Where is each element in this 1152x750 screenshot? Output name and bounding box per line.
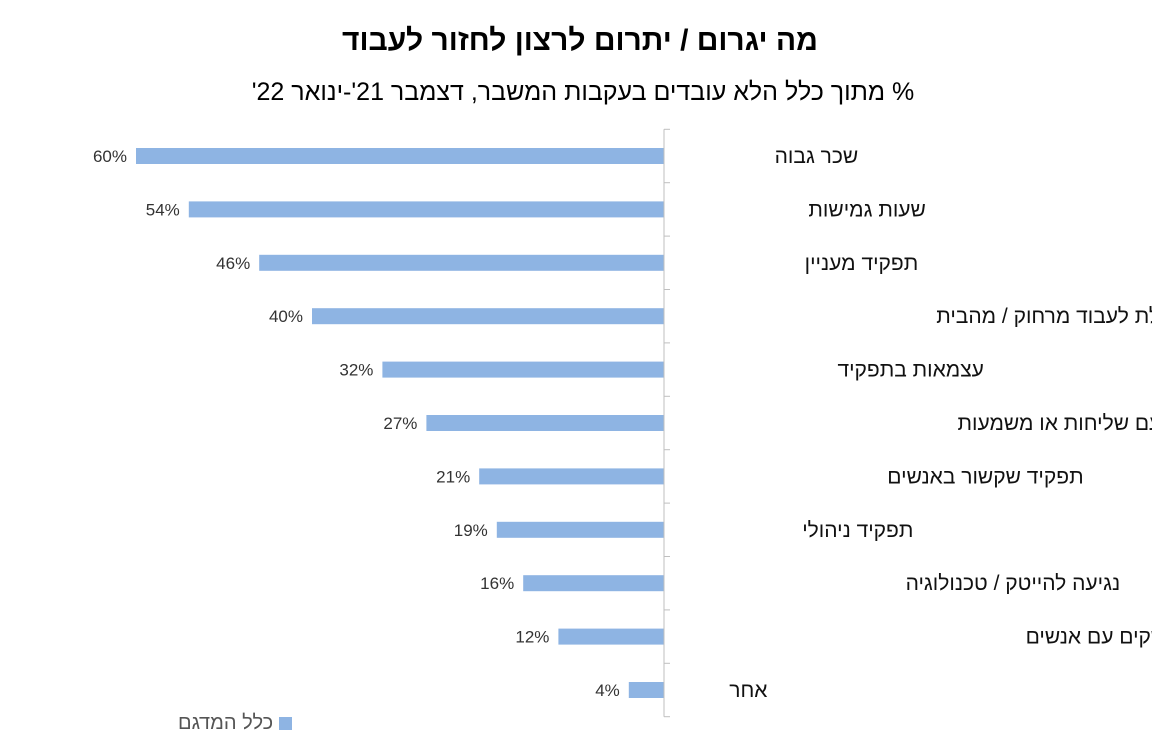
chart-subtitle: % מתוך כלל הלא עובדים בעקבות המשבר, דצמב…	[251, 78, 915, 106]
data-label-5: 27%	[383, 414, 417, 433]
data-label-0: 60%	[93, 147, 127, 166]
data-label-6: 21%	[436, 467, 470, 486]
data-label-2: 46%	[216, 254, 250, 273]
bar-7	[496, 521, 664, 538]
legend: כלל המדגם	[178, 712, 293, 735]
category-label-3: יכולת לעבוד מרחוק / מהבית	[936, 305, 1152, 328]
category-label-2: תפקיד מעניין	[805, 252, 919, 275]
category-label-4: עצמאות בתפקיד	[837, 359, 983, 382]
chart-title: מה יגרום / יתרום לרצון לחזור לעבוד	[342, 24, 818, 57]
category-label-9: תפקיד שלא מחייב ממשקים עם אנשים	[1026, 626, 1152, 649]
category-label-10: אחר	[729, 679, 767, 702]
data-label-8: 16%	[480, 574, 514, 593]
legend-swatch	[279, 717, 293, 730]
axis-group	[663, 128, 670, 718]
data-label-9: 12%	[515, 628, 549, 647]
category-label-8: נגיעה להייטק / טכנולוגיה	[906, 572, 1121, 595]
bar-1	[188, 201, 665, 218]
data-label-10: 4%	[595, 681, 620, 700]
bar-9	[558, 628, 664, 645]
bar-0	[136, 148, 664, 164]
bar-2	[259, 254, 664, 271]
data-label-4: 32%	[339, 361, 373, 380]
category-label-0: שכר גבוה	[775, 145, 859, 168]
category-label-6: תפקיד שקשור באנשים	[887, 465, 1083, 488]
bar-10	[628, 682, 664, 698]
category-label-1: שעות גמישות	[808, 198, 925, 221]
bar-4	[382, 361, 664, 378]
bar-8	[523, 575, 664, 592]
data-label-1: 54%	[146, 200, 180, 219]
data-label-7: 19%	[454, 521, 488, 540]
category-label-5: תפקיד עם שליחות או משמעות	[957, 412, 1152, 435]
category-label-7: תפקיד ניהולי	[802, 519, 913, 542]
bar-6	[479, 468, 664, 485]
bars-group: 60% שכר גבוה 54% שעות גמישות 46% תפקיד מעניין…	[93, 145, 1152, 702]
legend-label: כלל המדגם	[178, 712, 274, 734]
bar-3	[312, 308, 664, 325]
bar-5	[426, 415, 664, 431]
data-label-3: 40%	[269, 307, 303, 326]
